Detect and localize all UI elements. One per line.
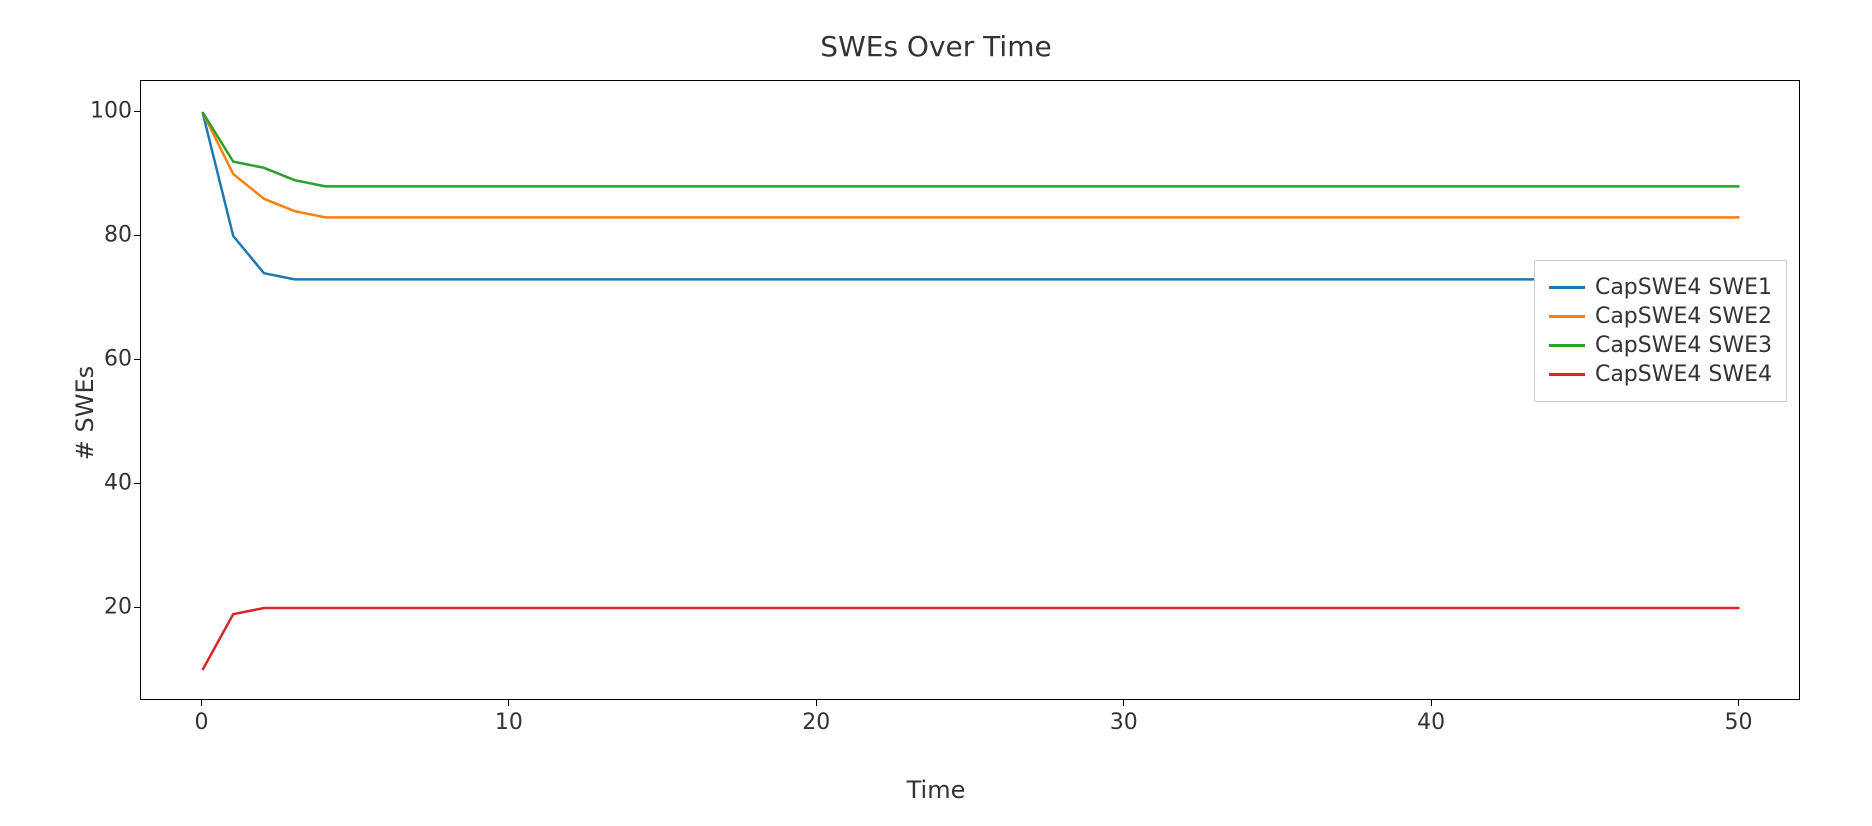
x-tick-label: 0 [194, 710, 208, 735]
y-axis-label: # SWEs [71, 366, 99, 460]
y-tick-label: 80 [104, 223, 132, 248]
chart-title: SWEs Over Time [820, 30, 1051, 63]
x-tick-label: 40 [1417, 710, 1445, 735]
legend-swatch [1549, 373, 1585, 376]
legend-label: CapSWE4 SWE4 [1595, 362, 1772, 387]
x-tick-mark [1738, 700, 1739, 706]
series-line [202, 608, 1739, 670]
x-tick-label: 50 [1725, 710, 1753, 735]
y-tick-label: 40 [104, 471, 132, 496]
series-line [202, 112, 1739, 279]
x-tick-label: 10 [495, 710, 523, 735]
legend-item: CapSWE4 SWE2 [1549, 304, 1772, 329]
y-tick-mark [134, 483, 140, 484]
y-tick-label: 60 [104, 347, 132, 372]
x-tick-label: 20 [802, 710, 830, 735]
x-tick-mark [816, 700, 817, 706]
x-tick-mark [508, 700, 509, 706]
legend-item: CapSWE4 SWE4 [1549, 362, 1772, 387]
y-tick-mark [134, 111, 140, 112]
x-tick-label: 30 [1110, 710, 1138, 735]
legend-swatch [1549, 286, 1585, 289]
y-tick-label: 100 [90, 99, 132, 124]
series-line [202, 112, 1739, 217]
y-tick-mark [134, 235, 140, 236]
series-line [202, 112, 1739, 186]
x-tick-mark [1123, 700, 1124, 706]
x-axis-label: Time [907, 776, 966, 804]
legend: CapSWE4 SWE1 CapSWE4 SWE2 CapSWE4 SWE3 CapS… [1534, 260, 1787, 402]
legend-item: CapSWE4 SWE1 [1549, 275, 1772, 300]
x-tick-mark [201, 700, 202, 706]
x-tick-mark [1431, 700, 1432, 706]
chart-container: SWEs Over Time # SWEs Time CapSWE4 SWE1C… [0, 0, 1872, 826]
legend-label: CapSWE4 SWE1 [1595, 275, 1772, 300]
y-tick-mark [134, 607, 140, 608]
legend-swatch [1549, 344, 1585, 347]
legend-label: CapSWE4 SWE3 [1595, 333, 1772, 358]
y-tick-label: 20 [104, 595, 132, 620]
legend-item: CapSWE4 SWE3 [1549, 333, 1772, 358]
y-tick-mark [134, 359, 140, 360]
legend-swatch [1549, 315, 1585, 318]
legend-label: CapSWE4 SWE2 [1595, 304, 1772, 329]
